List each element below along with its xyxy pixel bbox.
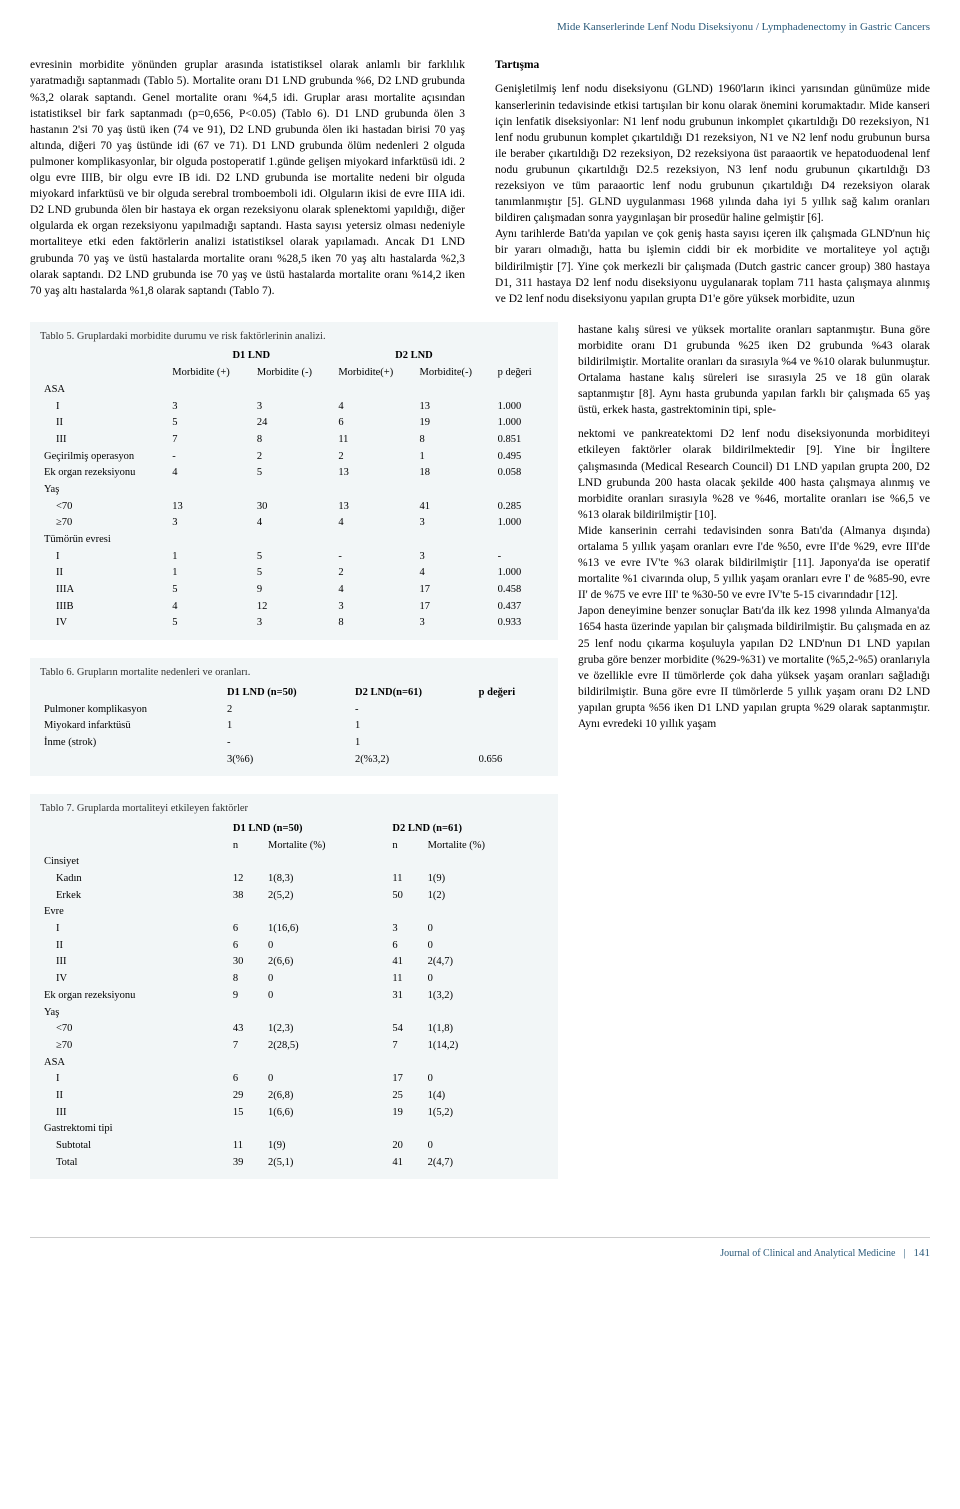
running-header: Mide Kanserlerinde Lenf Nodu Diseksiyonu… xyxy=(30,20,930,37)
page-number: 141 xyxy=(914,1246,931,1261)
table-6: Tablo 6. Grupların mortalite nedenleri v… xyxy=(30,658,558,776)
right-continue-text: nektomi ve pankreatektomi D2 lenf nodu d… xyxy=(578,426,930,732)
table-6-caption: Tablo 6. Grupların mortalite nedenleri v… xyxy=(40,666,548,681)
table-5: Tablo 5. Gruplardaki morbidite durumu ve… xyxy=(30,322,558,640)
journal-name: Journal of Clinical and Analytical Medic… xyxy=(720,1247,895,1261)
right-column-text: Genişletilmiş lenf nodu diseksiyonu (GLN… xyxy=(495,81,930,306)
separator: | xyxy=(903,1247,905,1261)
right-narrow-text: hastane kalış süresi ve yüksek mortalite… xyxy=(578,322,930,419)
left-column-text: evresinin morbidite yönünden gruplar ara… xyxy=(30,57,465,306)
table-5-caption: Tablo 5. Gruplardaki morbidite durumu ve… xyxy=(40,330,548,345)
table-7-caption: Tablo 7. Gruplarda mortaliteyi etkileyen… xyxy=(40,802,548,817)
table-7: Tablo 7. Gruplarda mortaliteyi etkileyen… xyxy=(30,794,558,1179)
discussion-title: Tartışma xyxy=(495,57,930,73)
